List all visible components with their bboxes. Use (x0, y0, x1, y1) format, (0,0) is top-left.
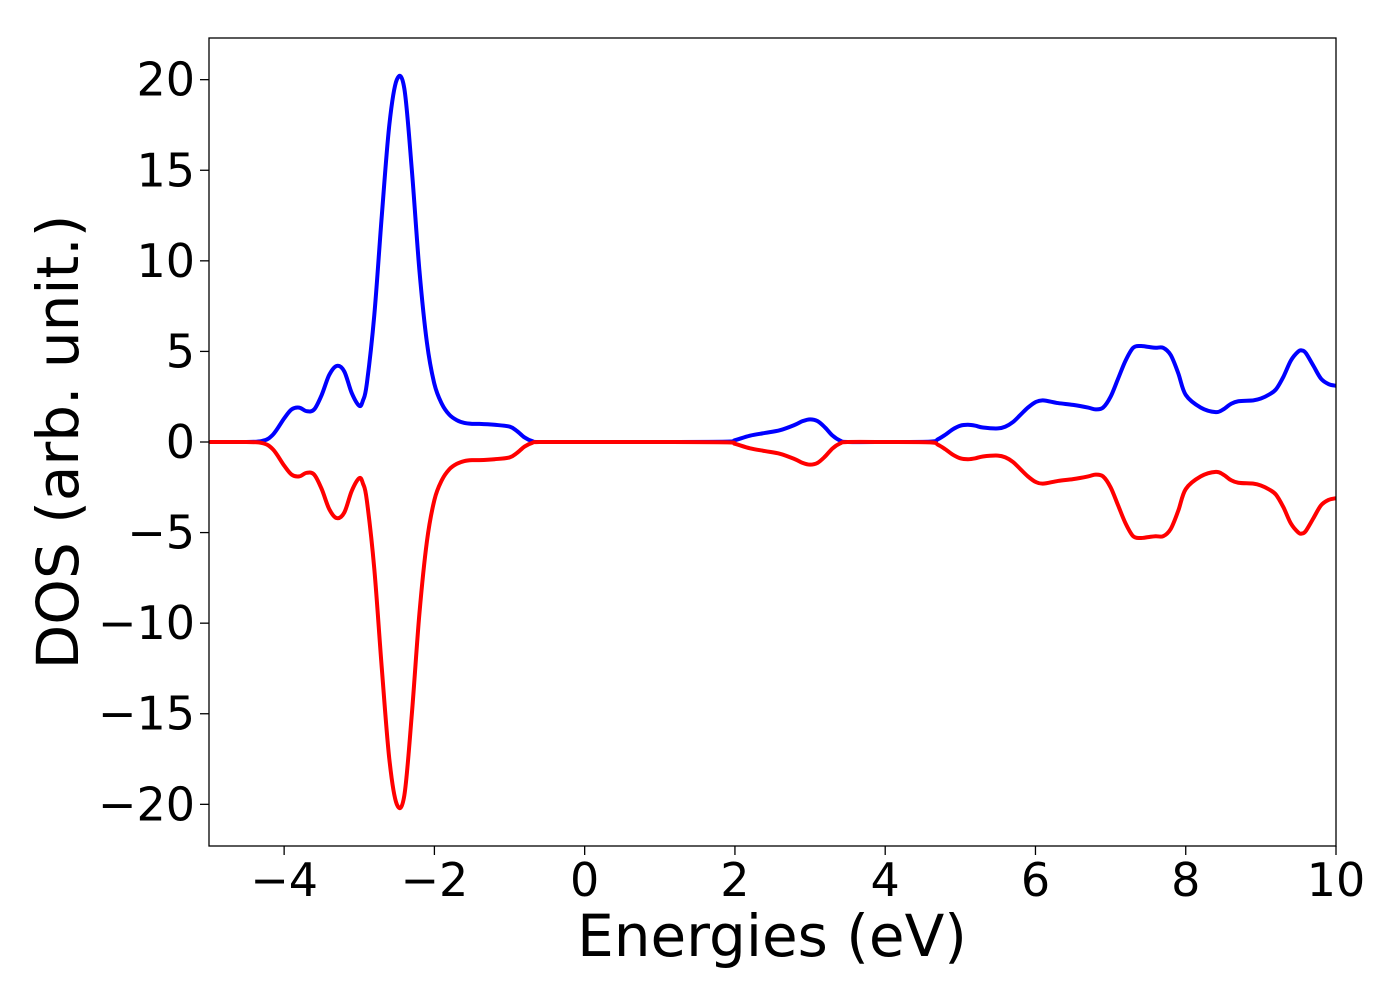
series-layer (209, 73, 1336, 811)
y-tick-label: −5 (127, 506, 195, 560)
y-axis-label: DOS (arb. unit.) (24, 215, 92, 670)
y-tick-label: −20 (98, 777, 195, 831)
y-tick-label: 15 (136, 143, 195, 197)
x-tick-label: −2 (400, 853, 468, 907)
x-tick-label: 6 (1021, 853, 1050, 907)
y-tick-label: 10 (136, 234, 195, 288)
x-tick-label: 8 (1171, 853, 1200, 907)
y-tick-label: −10 (98, 596, 195, 650)
series-line-spin-up (209, 73, 1336, 445)
series-line-spin-down (209, 439, 1336, 811)
x-tick-label: 10 (1307, 853, 1366, 907)
x-axis-label: Energies (eV) (577, 902, 967, 970)
x-tick-label: 2 (720, 853, 749, 907)
x-tick-label: −4 (250, 853, 318, 907)
x-axis-ticks: −4 −2 0 2 4 6 8 10 (250, 846, 1365, 907)
x-tick-label: 0 (570, 853, 599, 907)
y-axis-ticks: 20 15 10 5 0 −5 −10 −15 −20 (98, 53, 209, 831)
y-tick-label: 0 (166, 415, 195, 469)
y-tick-label: 5 (166, 324, 195, 378)
y-tick-label: 20 (136, 53, 195, 107)
y-tick-label: −15 (98, 687, 195, 741)
x-tick-label: 4 (871, 853, 900, 907)
